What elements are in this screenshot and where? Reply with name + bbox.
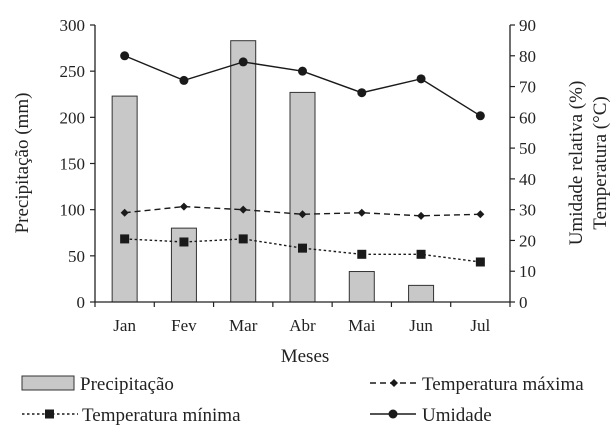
temperatura-minima-point (475, 257, 485, 267)
temperatura-maxima-point (476, 210, 485, 219)
legend-swatch-bar (21, 375, 75, 391)
legend-marker-diamond (390, 379, 398, 387)
right-tick-label: 80 (519, 47, 536, 66)
legend-marker-circle (388, 409, 398, 419)
legend-label-temperatura-minima: Temperatura mínima (82, 405, 241, 426)
legend-item-temperatura-maxima: Temperatura máxima (370, 374, 584, 395)
legend-marker-square (45, 409, 54, 419)
umidade-point (238, 57, 248, 67)
right-axis-title-humidity: Umidade relativa (%) (566, 81, 587, 246)
left-tick-label: 50 (68, 247, 85, 266)
temperatura-minima-point (416, 249, 426, 259)
plot-area (111, 40, 485, 303)
x-tick-label: Mai (348, 316, 376, 335)
x-tick-label: Fev (171, 316, 197, 335)
left-tick-label: 250 (60, 62, 86, 81)
precipitation-bar (230, 40, 257, 303)
left-tick-label: 300 (60, 16, 86, 35)
right-tick-label: 50 (519, 139, 536, 158)
legend-item-precipitacao: Precipitação (21, 374, 174, 395)
legend-label-precipitacao: Precipitação (80, 374, 174, 395)
temperatura-minima-point (120, 234, 130, 244)
temperatura-minima-point (179, 237, 189, 247)
right-tick-label: 10 (519, 262, 536, 281)
temperatura-maxima-point (120, 208, 129, 217)
umidade-point (179, 75, 189, 85)
x-tick-label: Mar (229, 316, 258, 335)
left-tick-label: 200 (60, 108, 86, 127)
right-axis-title-temperature: Temperatura (°C) (590, 96, 611, 229)
right-tick-label: 0 (519, 293, 528, 312)
right-tick-label: 60 (519, 108, 536, 127)
legend-item-temperatura-minima: Temperatura mínima (22, 405, 241, 426)
umidade-point (120, 51, 130, 61)
precipitation-bar (348, 271, 375, 303)
right-tick-label: 40 (519, 170, 536, 189)
left-tick-label: 0 (77, 293, 86, 312)
right-tick-label: 70 (519, 78, 536, 97)
precipitation-bar (289, 91, 316, 303)
x-axis-title: Meses (281, 346, 330, 367)
x-tick-label: Jan (113, 316, 136, 335)
temperatura-maxima-point (357, 208, 366, 217)
umidade-point (357, 88, 367, 98)
left-axis-title: Precipitação (mm) (12, 93, 33, 234)
precipitation-bar (408, 284, 435, 303)
x-tick-label: Jul (470, 316, 490, 335)
legend-item-umidade: Umidade (370, 405, 492, 426)
umidade-point (298, 66, 307, 76)
right-tick-label: 90 (519, 16, 536, 35)
umidade-point (416, 74, 426, 84)
legend: Precipitação Temperatura máxima Temperat… (21, 374, 584, 426)
left-tick-label: 150 (60, 155, 86, 174)
right-tick-label: 20 (519, 231, 536, 250)
temperatura-maxima-point (417, 211, 426, 220)
x-tick-label: Jun (409, 316, 433, 335)
legend-label-umidade: Umidade (422, 405, 492, 426)
temperatura-maxima-point (179, 202, 188, 211)
ticks: 0 50 100 150 200 250 300 0 10 20 30 40 50 60 70 80 90 Jan… (60, 16, 537, 335)
temperatura-maxima-point (298, 210, 307, 219)
temperatura-minima-point (357, 249, 367, 259)
precipitation-bar (111, 95, 138, 303)
temperatura-maxima-point (239, 205, 248, 214)
right-tick-label: 30 (519, 201, 536, 220)
temperatura-minima-point (298, 243, 307, 253)
x-tick-label: Abr (289, 316, 316, 335)
left-tick-label: 100 (60, 201, 86, 220)
temperatura-minima-point (238, 234, 248, 244)
umidade-point (475, 111, 485, 121)
legend-label-temperatura-maxima: Temperatura máxima (422, 374, 584, 395)
